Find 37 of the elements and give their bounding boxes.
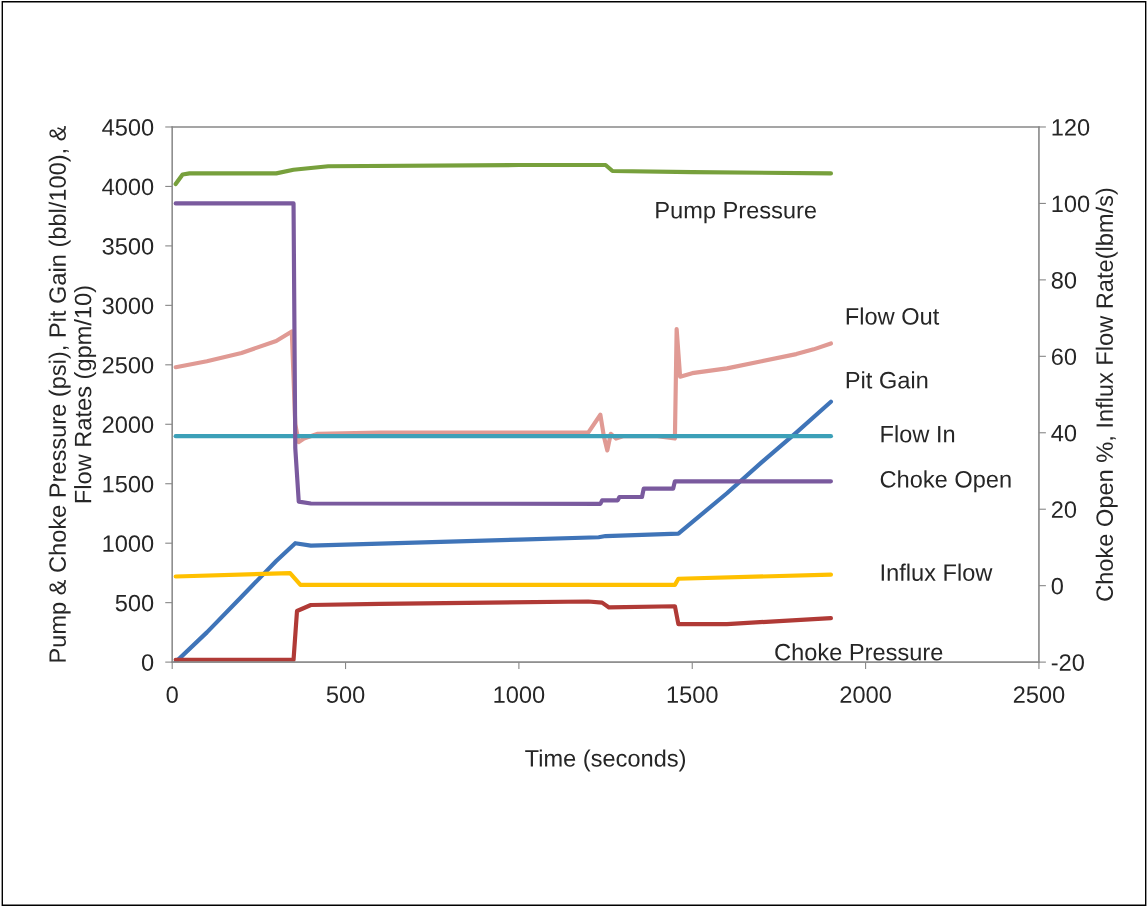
x-axis-title: Time (seconds) — [525, 749, 686, 772]
y-tick-label: 500 — [115, 594, 154, 612]
y-axis-title: Pump & Choke Pressure (psi), Pit Gain (bbl/100), & Flow Rates (gpm/10) — [48, 125, 97, 662]
y-tick-label: 3000 — [102, 297, 154, 315]
y-tick-label: 0 — [141, 654, 154, 671]
y-tick-label: 4500 — [102, 119, 154, 136]
line-series — [173, 570, 834, 587]
series-label: Choke Pressure — [775, 643, 943, 661]
y-tick-label: 1500 — [103, 475, 154, 493]
y-tick-label: 3500 — [102, 237, 154, 255]
y-tick-label: 2500 — [102, 356, 154, 374]
x-tick-label: 1500 — [667, 686, 718, 704]
y2-tick-label: 20 — [1051, 501, 1077, 518]
y-tick-label: 2000 — [102, 416, 154, 434]
line-series — [173, 162, 834, 187]
series-label: Pit Gain — [846, 371, 928, 389]
series-label: Flow Out — [846, 307, 940, 325]
line-series — [173, 201, 834, 506]
y2-tick-label: 0 — [1051, 577, 1063, 595]
y2-axis-title: Choke Open %, Influx Flow Rate(lbm/s) — [1095, 188, 1118, 601]
x-tick-label: 500 — [326, 686, 365, 704]
x-tick-label: 2500 — [1013, 686, 1065, 704]
y2-tick-label: 40 — [1051, 424, 1077, 442]
y2-tick-label: 100 — [1052, 195, 1090, 213]
x-tick-label: 2000 — [840, 686, 891, 704]
y2-tick-label: 80 — [1051, 271, 1077, 289]
text: Influx Flow — [881, 563, 993, 581]
text: Choke Open — [880, 470, 1011, 493]
y2-tick-label: 60 — [1051, 348, 1077, 366]
y-tick-label: 1000 — [103, 535, 154, 552]
y-tick-label: 4000 — [102, 178, 154, 196]
y2-tick-label: -20 — [1051, 654, 1084, 671]
text: Flow In — [881, 425, 955, 443]
series-label: Pump Pressure — [656, 202, 816, 224]
y2-tick-label: 120 — [1052, 119, 1090, 136]
x-tick-label: 1000 — [494, 686, 545, 704]
x-tick-label: 0 — [166, 686, 178, 704]
